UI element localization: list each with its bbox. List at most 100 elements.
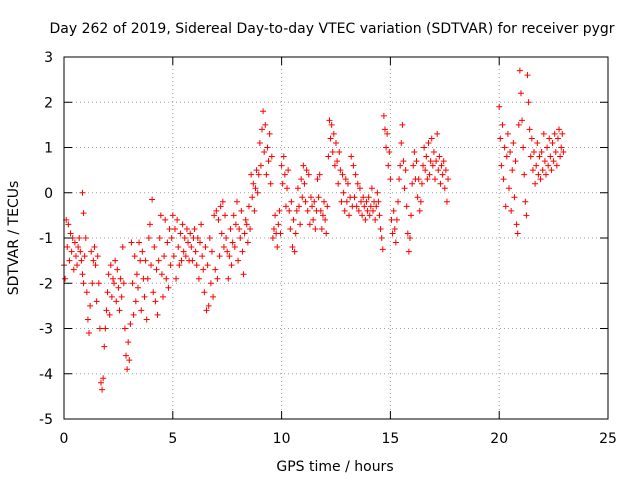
data-point-marker [131,253,138,260]
data-point-marker [312,225,319,232]
data-point-marker [557,153,564,160]
data-point-marker [120,280,127,287]
data-point-marker [79,189,86,196]
data-point-marker [125,339,132,346]
data-point-marker [425,139,432,146]
data-point-marker [138,307,145,314]
data-point-marker [329,149,336,156]
data-point-marker [391,225,398,232]
data-point-marker [512,158,519,165]
data-point-marker [558,144,565,151]
data-point-marker [363,198,370,205]
data-point-marker [362,216,369,223]
data-point-marker [418,180,425,187]
data-point-marker [92,262,99,269]
data-point-marker [406,235,413,241]
data-point-marker [355,207,362,214]
data-point-marker [155,257,162,264]
data-point-marker [143,316,150,323]
data-point-marker [360,194,367,201]
data-point-marker [107,262,114,269]
data-point-marker [381,126,388,133]
data-point-marker [550,158,557,165]
y-tick-label: 1 [44,141,53,157]
data-point-marker [157,212,164,219]
data-point-marker [523,212,530,219]
data-point-marker [369,207,376,214]
data-point-marker [193,262,200,269]
data-point-marker [79,271,86,278]
y-axis-label: SDTVAR / TECUs [6,181,22,296]
data-point-marker [434,130,441,137]
x-tick-label: 10 [273,431,291,447]
data-point-marker [160,293,167,300]
data-point-marker [375,198,382,205]
data-point-marker [139,248,146,255]
data-point-marker [336,149,343,156]
data-point-marker [353,203,360,210]
data-point-marker [195,275,202,282]
data-point-marker [426,171,433,178]
data-point-marker [80,280,87,287]
data-point-marker [421,144,428,151]
data-point-marker [81,253,88,260]
data-point-marker [402,167,409,174]
data-point-marker [187,230,194,237]
data-point-marker [248,171,255,178]
data-point-marker [373,203,380,210]
y-tick-label: -1 [39,231,53,247]
data-point-marker [398,139,405,146]
data-point-marker [102,325,109,332]
data-point-marker [422,167,429,174]
data-point-marker [142,257,149,264]
data-point-marker [176,262,183,269]
data-point-marker [227,225,234,232]
data-point-marker [78,257,85,264]
data-point-marker [496,103,503,110]
data-point-marker [326,117,333,124]
data-point-marker [134,284,141,291]
data-point-marker [290,216,297,223]
data-point-marker [384,130,391,137]
data-point-marker [211,212,218,219]
data-point-marker [335,180,342,187]
data-point-marker [185,239,192,246]
data-point-marker [282,203,289,210]
data-point-marker [302,198,309,205]
data-point-marker [206,235,213,241]
data-point-marker [292,230,299,237]
data-point-marker [436,153,443,160]
data-point-marker [232,221,239,228]
data-point-marker [243,221,250,228]
data-point-marker [519,117,526,124]
data-point-marker [144,275,151,282]
data-point-marker [223,235,230,241]
data-point-marker [299,194,306,201]
data-point-marker [179,221,186,228]
data-point-marker [514,230,521,237]
data-point-marker [408,212,415,219]
data-point-marker [169,212,176,219]
data-point-marker [189,257,196,264]
data-point-marker [280,153,287,160]
data-point-marker [317,207,324,214]
data-point-marker [207,280,214,287]
data-point-marker [333,139,339,146]
data-point-marker [257,162,264,169]
data-point-marker [405,248,412,255]
data-point-marker [351,194,358,201]
data-point-marker [229,239,236,246]
data-point-marker [429,162,436,169]
grid-lines [64,57,608,419]
x-axis-label: GPS time / hours [276,459,393,475]
data-point-marker [423,153,430,160]
data-point-marker [65,221,72,228]
data-point-marker [174,216,181,223]
data-point-marker [95,280,102,287]
data-point-marker [303,167,310,174]
data-point-marker [528,135,535,142]
data-point-marker [175,244,182,251]
data-point-marker [340,189,347,196]
data-point-marker [520,144,527,151]
data-point-marker [403,203,410,210]
